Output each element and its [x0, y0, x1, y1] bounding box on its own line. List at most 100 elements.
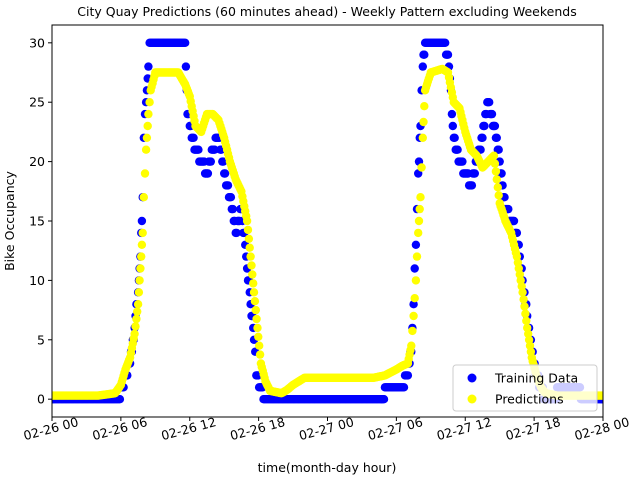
y-tick-label: 20 [29, 154, 45, 169]
data-point [470, 169, 479, 178]
data-point [137, 252, 146, 261]
data-point [223, 181, 233, 190]
data-point [414, 228, 423, 238]
data-point [203, 169, 213, 178]
data-point [410, 264, 419, 273]
data-point [245, 243, 254, 252]
y-axis-label: Bike Occupancy [2, 171, 17, 271]
data-point [487, 109, 497, 119]
data-point [493, 183, 502, 192]
data-point [142, 133, 152, 142]
data-point [137, 240, 147, 249]
plot-area [52, 38, 603, 404]
data-point [416, 193, 425, 202]
data-point [453, 145, 462, 154]
data-point [448, 121, 457, 131]
legend: Training Data Predictions [452, 364, 598, 412]
data-point [467, 181, 477, 190]
data-point [133, 300, 143, 309]
data-point [519, 295, 528, 304]
data-point [135, 276, 144, 285]
data-point [492, 175, 501, 184]
data-point [181, 38, 190, 47]
data-point [141, 145, 151, 154]
data-point [492, 133, 501, 142]
data-point [494, 145, 503, 154]
data-point [408, 326, 417, 336]
data-point [115, 395, 125, 404]
y-tick-label: 15 [29, 214, 45, 229]
data-point [418, 62, 427, 71]
data-point [418, 133, 427, 142]
data-point [220, 169, 230, 178]
data-point [250, 297, 260, 306]
data-point [485, 98, 494, 107]
data-point [226, 193, 236, 202]
data-point [145, 98, 154, 107]
data-point [419, 117, 428, 127]
data-point [409, 311, 418, 321]
data-point [520, 302, 529, 311]
data-point [249, 288, 259, 297]
data-point [518, 288, 527, 297]
data-point [206, 157, 215, 166]
data-point [228, 204, 237, 214]
data-point [490, 159, 500, 168]
data-point [447, 109, 457, 119]
y-tick-label: 5 [37, 332, 45, 347]
data-point [490, 121, 500, 131]
data-point [254, 332, 263, 341]
legend-box [452, 364, 598, 412]
data-point [139, 193, 148, 202]
series-predictions [52, 64, 603, 400]
data-point [407, 341, 416, 350]
data-point [138, 228, 147, 238]
y-tick-label: 30 [29, 35, 45, 50]
data-point [598, 391, 603, 400]
data-point [399, 383, 409, 392]
data-point [131, 322, 140, 331]
data-point [403, 371, 413, 380]
y-tick-label: 10 [29, 273, 45, 288]
axes-frame [51, 24, 604, 418]
data-point [251, 305, 260, 315]
data-point [379, 395, 389, 404]
data-point [134, 288, 144, 297]
data-point [509, 216, 519, 226]
data-point [140, 169, 150, 178]
data-point [491, 167, 501, 176]
legend-label: Training Data [494, 371, 578, 386]
data-point [478, 133, 487, 142]
data-point [441, 38, 450, 47]
data-point [255, 350, 265, 359]
data-point [132, 314, 141, 324]
data-point [489, 151, 499, 160]
legend-marker [467, 373, 477, 383]
data-point [144, 62, 153, 71]
data-point [414, 216, 424, 226]
data-point [494, 191, 503, 200]
data-point [181, 62, 191, 71]
x-axis-label: time(month-day hour) [258, 460, 397, 475]
data-point [249, 279, 258, 288]
data-point [420, 102, 429, 111]
data-point [189, 133, 198, 142]
data-point [480, 121, 489, 131]
data-point [412, 252, 422, 261]
data-point [194, 145, 203, 154]
data-point [450, 133, 459, 142]
chart-title: City Quay Predictions (60 minutes ahead)… [77, 4, 576, 19]
data-point [244, 234, 254, 243]
y-axis: 0 5 10 15 20 25 30 [29, 35, 52, 407]
data-point [210, 145, 219, 154]
data-point [417, 163, 426, 172]
data-point [247, 261, 256, 270]
data-point [255, 341, 264, 350]
data-point [248, 270, 257, 279]
legend-marker [467, 394, 477, 404]
data-point [410, 294, 419, 303]
data-point [252, 314, 261, 324]
y-tick-label: 25 [29, 95, 45, 110]
data-point [521, 309, 530, 318]
